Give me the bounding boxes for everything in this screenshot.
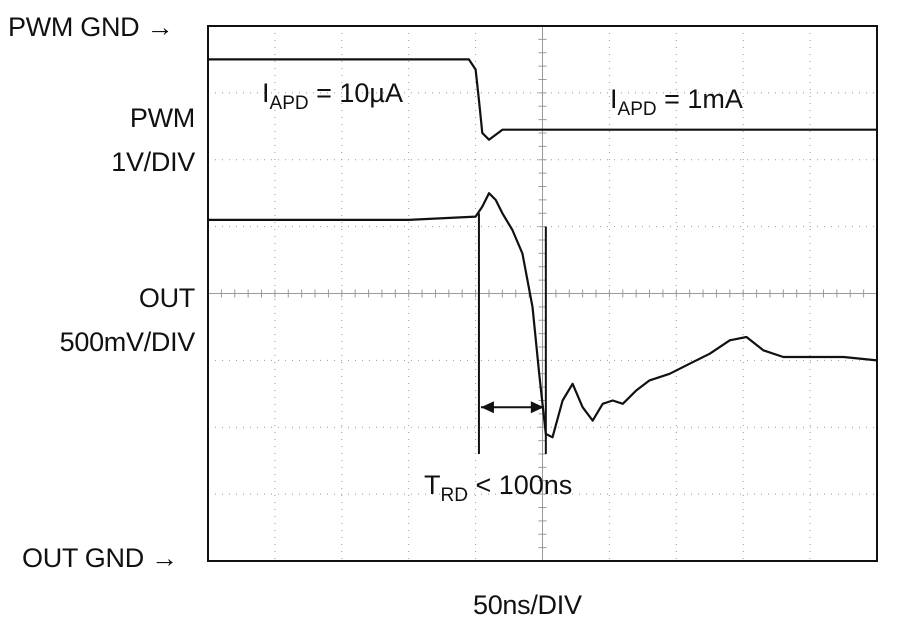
- timing-markers: [477, 213, 547, 454]
- trace-pwm: [208, 58, 877, 141]
- trace-out: [208, 192, 878, 439]
- plot-frame: [207, 25, 878, 562]
- iapd-before-label: IAPD = 10µA: [262, 78, 403, 114]
- pwm-scale-label: PWM 1V/DIV: [111, 103, 195, 177]
- arrow-right-icon: →: [151, 543, 178, 573]
- arrow-right-icon: →: [146, 12, 174, 42]
- x-axis-label: 50ns/DIV: [473, 590, 582, 620]
- arrow-head-right: [530, 401, 544, 414]
- out-gnd-label: OUT GND →: [22, 543, 178, 573]
- arrow-head-left: [480, 401, 494, 414]
- pwm-gnd-label: PWM GND →: [8, 12, 174, 42]
- traces: [208, 58, 878, 439]
- iapd-after-label: IAPD = 1mA: [610, 84, 743, 120]
- trd-label: TRD < 100ns: [424, 470, 573, 506]
- grid: [207, 25, 878, 562]
- out-scale-label: OUT 500mV/DIV: [59, 283, 196, 357]
